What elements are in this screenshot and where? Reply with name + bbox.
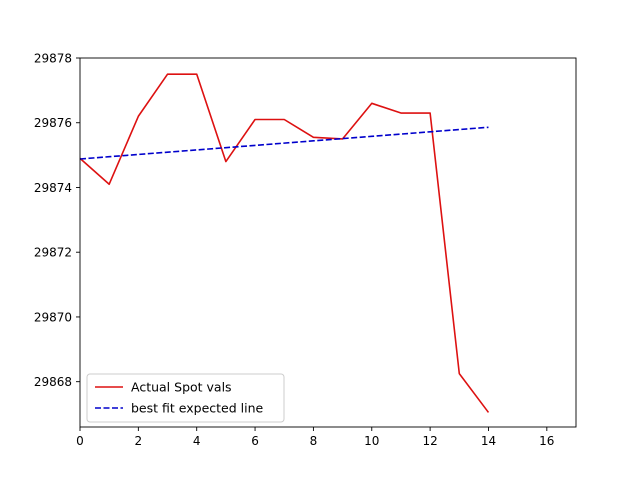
series-line-1 xyxy=(79,126,489,160)
legend: Actual Spot vals best fit expected line xyxy=(86,373,285,423)
y-tick-label: 29874 xyxy=(34,181,72,195)
x-tick-label: 16 xyxy=(539,434,554,448)
x-tick-label: 6 xyxy=(251,434,259,448)
y-tick-label: 29872 xyxy=(34,246,72,260)
y-tick-label: 29868 xyxy=(34,375,72,389)
plot-area xyxy=(79,73,490,413)
axes: 0 2 4 6 8 10 12 14 16 29868 29870 29872 29874 29876 29… xyxy=(34,52,577,448)
y-tick-label: 29878 xyxy=(34,52,72,66)
x-tick-label: 8 xyxy=(310,434,318,448)
y-tick-label: 29876 xyxy=(34,116,72,130)
series-line-0 xyxy=(79,73,490,413)
x-tick-label: 0 xyxy=(76,434,84,448)
y-tick-label: 29870 xyxy=(34,310,72,324)
x-tick-label: 10 xyxy=(364,434,379,448)
legend-label-0: Actual Spot vals xyxy=(131,380,232,395)
legend-label-1: best fit expected line xyxy=(131,401,263,416)
x-tick-label: 14 xyxy=(481,434,496,448)
axes-frame xyxy=(79,57,577,428)
x-tick-label: 4 xyxy=(193,434,201,448)
legend-box xyxy=(86,373,285,423)
x-tick-label: 2 xyxy=(135,434,143,448)
x-tick-label: 12 xyxy=(422,434,437,448)
